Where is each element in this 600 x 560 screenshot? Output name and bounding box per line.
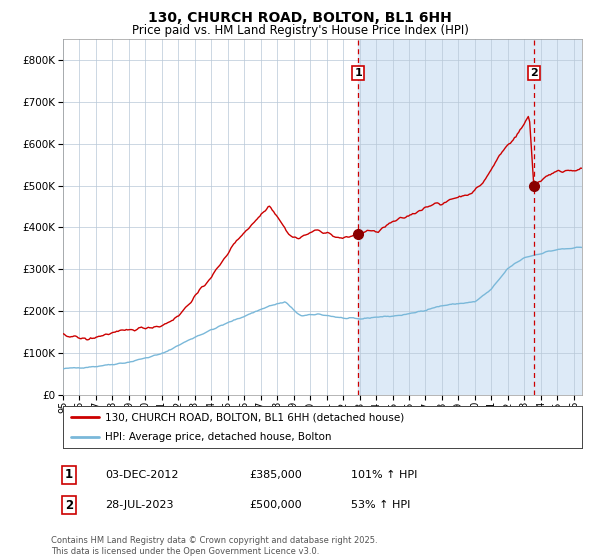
Text: 53% ↑ HPI: 53% ↑ HPI <box>351 500 410 510</box>
Text: 03-DEC-2012: 03-DEC-2012 <box>105 470 179 480</box>
Text: £500,000: £500,000 <box>249 500 302 510</box>
Text: Price paid vs. HM Land Registry's House Price Index (HPI): Price paid vs. HM Land Registry's House … <box>131 24 469 36</box>
Text: HPI: Average price, detached house, Bolton: HPI: Average price, detached house, Bolt… <box>104 432 331 442</box>
Text: 1: 1 <box>355 68 362 78</box>
Text: 130, CHURCH ROAD, BOLTON, BL1 6HH: 130, CHURCH ROAD, BOLTON, BL1 6HH <box>148 11 452 25</box>
Text: 2: 2 <box>65 498 73 512</box>
Text: £385,000: £385,000 <box>249 470 302 480</box>
Text: Contains HM Land Registry data © Crown copyright and database right 2025.
This d: Contains HM Land Registry data © Crown c… <box>51 536 377 556</box>
Text: 1: 1 <box>65 468 73 482</box>
Bar <box>358 39 582 395</box>
Text: 28-JUL-2023: 28-JUL-2023 <box>105 500 173 510</box>
Bar <box>551 39 582 395</box>
Text: 130, CHURCH ROAD, BOLTON, BL1 6HH (detached house): 130, CHURCH ROAD, BOLTON, BL1 6HH (detac… <box>104 412 404 422</box>
Text: 2: 2 <box>530 68 538 78</box>
Text: 101% ↑ HPI: 101% ↑ HPI <box>351 470 418 480</box>
